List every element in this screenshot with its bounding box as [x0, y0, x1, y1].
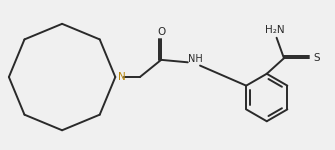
Text: NH: NH: [188, 54, 202, 64]
Text: H₂N: H₂N: [265, 25, 284, 34]
Text: O: O: [157, 27, 165, 37]
Text: S: S: [313, 53, 320, 63]
Text: N: N: [118, 72, 126, 82]
